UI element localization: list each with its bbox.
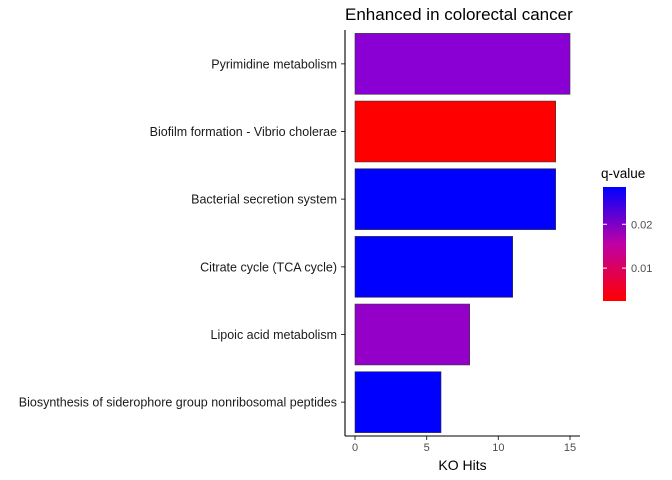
category-label: Lipoic acid metabolism <box>211 328 337 342</box>
x-tick-label: 0 <box>352 442 358 454</box>
x-axis-ticks: 0 5 10 15 <box>352 436 576 454</box>
chart-title: Enhanced in colorectal cancer <box>345 5 573 24</box>
category-labels: Pyrimidine metabolism Biofilm formation -… <box>19 57 345 410</box>
category-label: Biosynthesis of siderophore group nonrib… <box>19 396 337 410</box>
category-label: Bacterial secretion system <box>191 193 337 207</box>
category-label: Biofilm formation - Vibrio cholerae <box>150 125 337 139</box>
x-tick-label: 15 <box>564 442 576 454</box>
bar-2 <box>354 100 556 163</box>
color-legend: q-value 0.01 0.02 <box>601 166 652 301</box>
x-axis-title: KO Hits <box>438 457 486 473</box>
bar-5 <box>354 303 470 366</box>
x-tick-label: 5 <box>424 442 430 454</box>
legend-tick-label: 0.02 <box>631 219 652 231</box>
category-label: Citrate cycle (TCA cycle) <box>200 260 337 274</box>
legend-colorbar <box>603 187 626 301</box>
bars-group <box>354 33 571 433</box>
x-tick-label: 10 <box>492 442 504 454</box>
bar-4 <box>354 236 513 298</box>
category-label: Pyrimidine metabolism <box>211 57 337 71</box>
bar-3 <box>354 168 556 230</box>
legend-ticks: 0.01 0.02 <box>603 219 652 275</box>
bar-6 <box>354 371 442 433</box>
legend-tick-label: 0.01 <box>631 263 652 275</box>
legend-title: q-value <box>601 166 645 181</box>
bar-1 <box>354 33 571 95</box>
